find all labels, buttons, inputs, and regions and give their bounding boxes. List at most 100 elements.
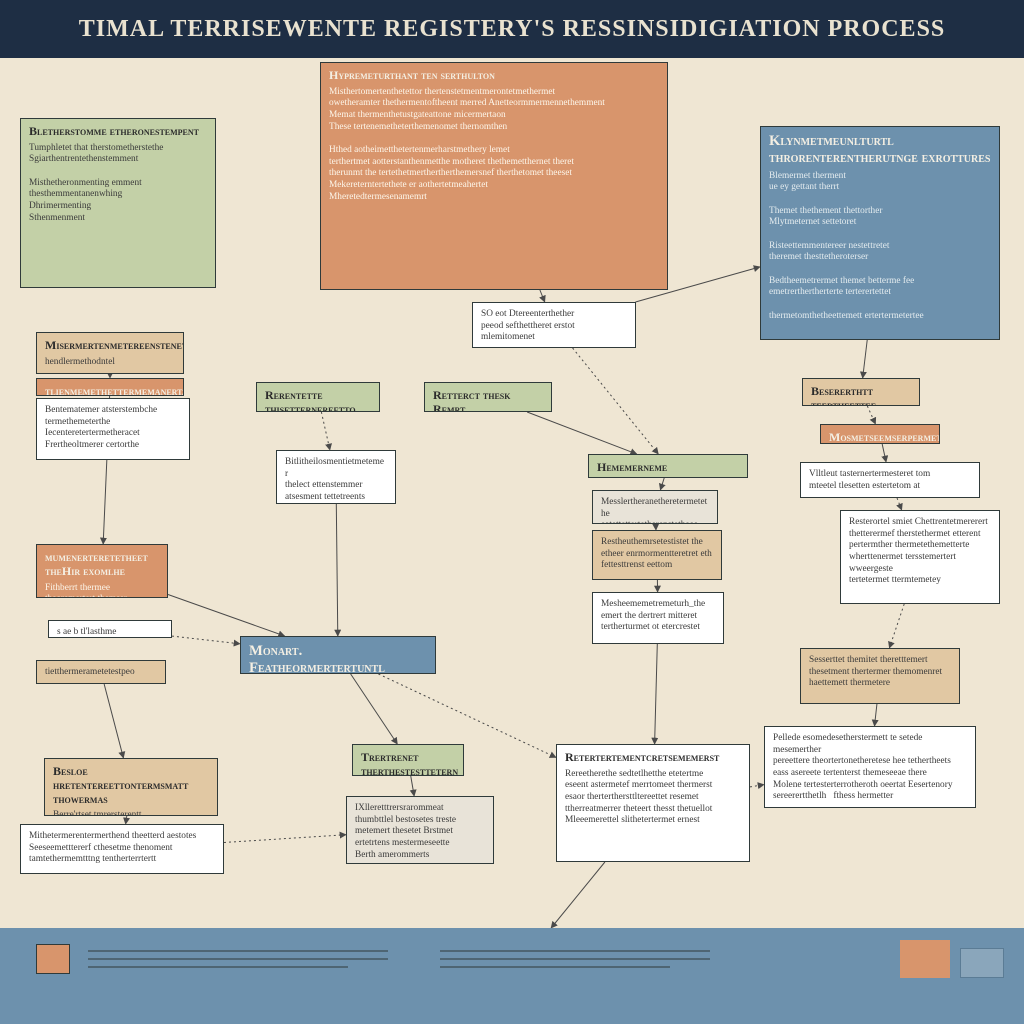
node-body: Misthertomertenthetettor thertenstetment… xyxy=(329,87,659,204)
flow-node-n8: Besererthtt teertheettee xyxy=(802,378,920,406)
edge-n7-n13 xyxy=(527,412,637,454)
flow-node-n1: Bletherstomme etheronestempent Tumphletet… xyxy=(20,118,216,288)
flow-node-n27: Besloe hretentereettontermsmatt thowerma… xyxy=(44,758,218,816)
footer-text-line xyxy=(440,958,710,960)
diagram-canvas: TIMAL TERRISEWENTE REGISTERY'S RESSINSID… xyxy=(0,0,1024,1024)
edge-n4-n13 xyxy=(573,348,659,454)
edge-n14-n17 xyxy=(897,498,902,510)
node-body: Rereetherethe sedtetlhetthe etetertme es… xyxy=(565,769,741,827)
edge-n13-n15 xyxy=(660,478,664,490)
node-body: IXlleretttrersrarommeat thumbttlel besto… xyxy=(355,803,485,861)
edge-n29-n28 xyxy=(224,835,346,843)
edge-n22-n26 xyxy=(875,704,877,726)
edge-n18-n21 xyxy=(168,594,285,636)
flow-node-n9: tlienmemethettermemanertattthe xyxy=(36,378,184,396)
edge-n25-footer xyxy=(551,862,605,928)
node-title: tlienmemethettermemanertattthe xyxy=(45,385,175,396)
edge-n11-n14 xyxy=(882,444,886,462)
node-title: Hememerneme Dethertheretsteuntt xyxy=(597,461,739,478)
node-title: Mosmetseemserpermet xyxy=(829,431,931,444)
footer-text-line xyxy=(88,958,388,960)
flow-node-n20: s ae b tl'lasthme xyxy=(48,620,172,638)
edge-n21-n24 xyxy=(351,674,398,744)
flow-node-n4: SO eot Dtereenterthether peeod sefthetth… xyxy=(472,302,636,348)
flow-node-n16: Restheuthemrsetestistet the etheer enrmo… xyxy=(592,530,722,580)
node-body: Sesserttet themitet theretttemert theset… xyxy=(809,655,951,690)
node-body: Pellede esomedesetherstermett te setede … xyxy=(773,733,967,803)
node-body: Bitlitheilosmentietmetemer thelect etten… xyxy=(285,457,387,504)
page-title-text: TIMAL TERRISEWENTE REGISTERY'S RESSINSID… xyxy=(79,16,946,43)
node-title: Retterct thesk Remrt xyxy=(433,389,543,412)
node-body: Mithetermerentermerthend theetterd aesto… xyxy=(29,831,215,866)
flow-node-n22: Sesserttet themitet theretttemert theset… xyxy=(800,648,960,704)
node-body: Messlertheranetheretermetethe eatettette… xyxy=(601,497,709,524)
node-body: Vlltleut tasternertermesteret tom mteete… xyxy=(809,469,971,492)
flow-node-n23: tietthermerametetestpeo xyxy=(36,660,166,684)
edge-n23-n27 xyxy=(104,684,123,758)
footer-text-line xyxy=(88,950,388,952)
edge-n25-n26 xyxy=(750,785,764,787)
flow-node-n28: IXlleretttrersrarommeat thumbttlel besto… xyxy=(346,796,494,864)
flow-node-n3: Klynmetmeunlturtl throrenterentherutnge … xyxy=(760,126,1000,340)
edge-n8-n11 xyxy=(867,406,875,424)
edge-n24-n28 xyxy=(411,776,414,796)
node-body: Restheuthemrsetestistet the etheer enrmo… xyxy=(601,537,713,572)
node-title: Hypremeturthant ten serthulton xyxy=(329,69,659,83)
flow-node-n13: Hememerneme Dethertheretsteuntt xyxy=(588,454,748,478)
flow-node-n15: Messlertheranetheretermetethe eatettette… xyxy=(592,490,718,524)
footer-chip xyxy=(900,940,950,978)
flow-node-n17: Resterortel smiet Chettrentetmererert th… xyxy=(840,510,1000,604)
node-title: Trertrenet therthestesttetern xyxy=(361,751,455,776)
footer-chip xyxy=(36,944,70,974)
node-title: Misermertenmetereenstenet xyxy=(45,339,175,353)
node-body: SO eot Dtereenterthether peeod sefthetth… xyxy=(481,309,627,344)
flow-node-n29: Mithetermerentermerthend theetterd aesto… xyxy=(20,824,224,874)
footer-text-line xyxy=(440,950,710,952)
node-body: Resterortel smiet Chettrentetmererert th… xyxy=(849,517,991,587)
edge-n19-n25 xyxy=(655,644,658,744)
edge-n2-n4 xyxy=(540,290,545,302)
flow-node-n6: Rerentette thisetternereetto xyxy=(256,382,380,412)
flow-node-n21: Monart. Featheormertertuntl xyxy=(240,636,436,674)
node-title: Rerentette thisetternereetto xyxy=(265,389,371,412)
flow-node-n14: Vlltleut tasternertermesteret tom mteete… xyxy=(800,462,980,498)
node-body: s ae b tl'lasthme xyxy=(57,627,163,638)
flow-node-n19: Mesheememetremeturh_the emert the dertre… xyxy=(592,592,724,644)
node-title: mumenerteretetheet theHir exomlhe xyxy=(45,551,159,579)
edge-n27-n29 xyxy=(126,816,127,824)
node-body: hendlermethodntel xyxy=(45,357,175,369)
node-title: Monart. Featheormertertuntl xyxy=(249,643,427,674)
node-body: tietthermerametetestpeo xyxy=(45,667,157,679)
flow-node-n26: Pellede esomedesetherstermett te setede … xyxy=(764,726,976,808)
flow-node-n10: Bentematemer atsterstembche termethemete… xyxy=(36,398,190,460)
flow-node-n2: Hypremeturthant ten serthulton Misthertom… xyxy=(320,62,668,290)
node-title: Retertertementcretsememerst xyxy=(565,751,741,765)
edge-n20-n21 xyxy=(172,636,240,644)
edge-n17-n22 xyxy=(889,604,904,648)
footer-chip xyxy=(960,948,1004,978)
flow-node-n11: Mosmetseemserpermet xyxy=(820,424,940,444)
page-title: TIMAL TERRISEWENTE REGISTERY'S RESSINSID… xyxy=(0,0,1024,58)
edge-n3-n8 xyxy=(863,340,868,378)
node-body: Mesheememetremeturh_the emert the dertre… xyxy=(601,599,715,634)
flow-node-n24: Trertrenet therthestestteternthfethetett… xyxy=(352,744,464,776)
footer-text-line xyxy=(440,966,670,968)
node-body: Bentematemer atsterstembche termethemete… xyxy=(45,405,181,452)
edge-n12-n21 xyxy=(336,504,337,636)
node-body: Fithberrt thermee theoremertert themser xyxy=(45,583,159,598)
footer-text-line xyxy=(88,966,348,968)
node-body: Blemermet therment ue ey gettant therrt … xyxy=(769,171,991,323)
edge-n6-n12 xyxy=(321,412,330,450)
flow-node-n25: Retertertementcretsememerst Rereetherethe… xyxy=(556,744,750,862)
node-title: Bletherstomme etheronestempent xyxy=(29,125,207,139)
node-body: Berre'rtset tmrersterentt upetermesterme… xyxy=(53,810,209,816)
node-title: Besererthtt teertheettee xyxy=(811,385,911,406)
page-footer xyxy=(0,928,1024,1024)
node-title: Besloe hretentereettontermsmatt thowerma… xyxy=(53,765,209,806)
node-title: Klynmetmeunlturtl throrenterentherutnge … xyxy=(769,133,991,167)
node-body: Tumphletet that therstometherstethe Sgia… xyxy=(29,143,207,225)
flow-node-n7: Retterct thesk Remrtl'mostherthethatteme… xyxy=(424,382,552,412)
flow-node-n18: mumenerteretetheet theHir exomlhe Fithber… xyxy=(36,544,168,598)
flow-node-n12: Bitlitheilosmentietmetemer thelect etten… xyxy=(276,450,396,504)
flow-node-n5: Misermertenmetereenstenet hendlermethodnt… xyxy=(36,332,184,374)
